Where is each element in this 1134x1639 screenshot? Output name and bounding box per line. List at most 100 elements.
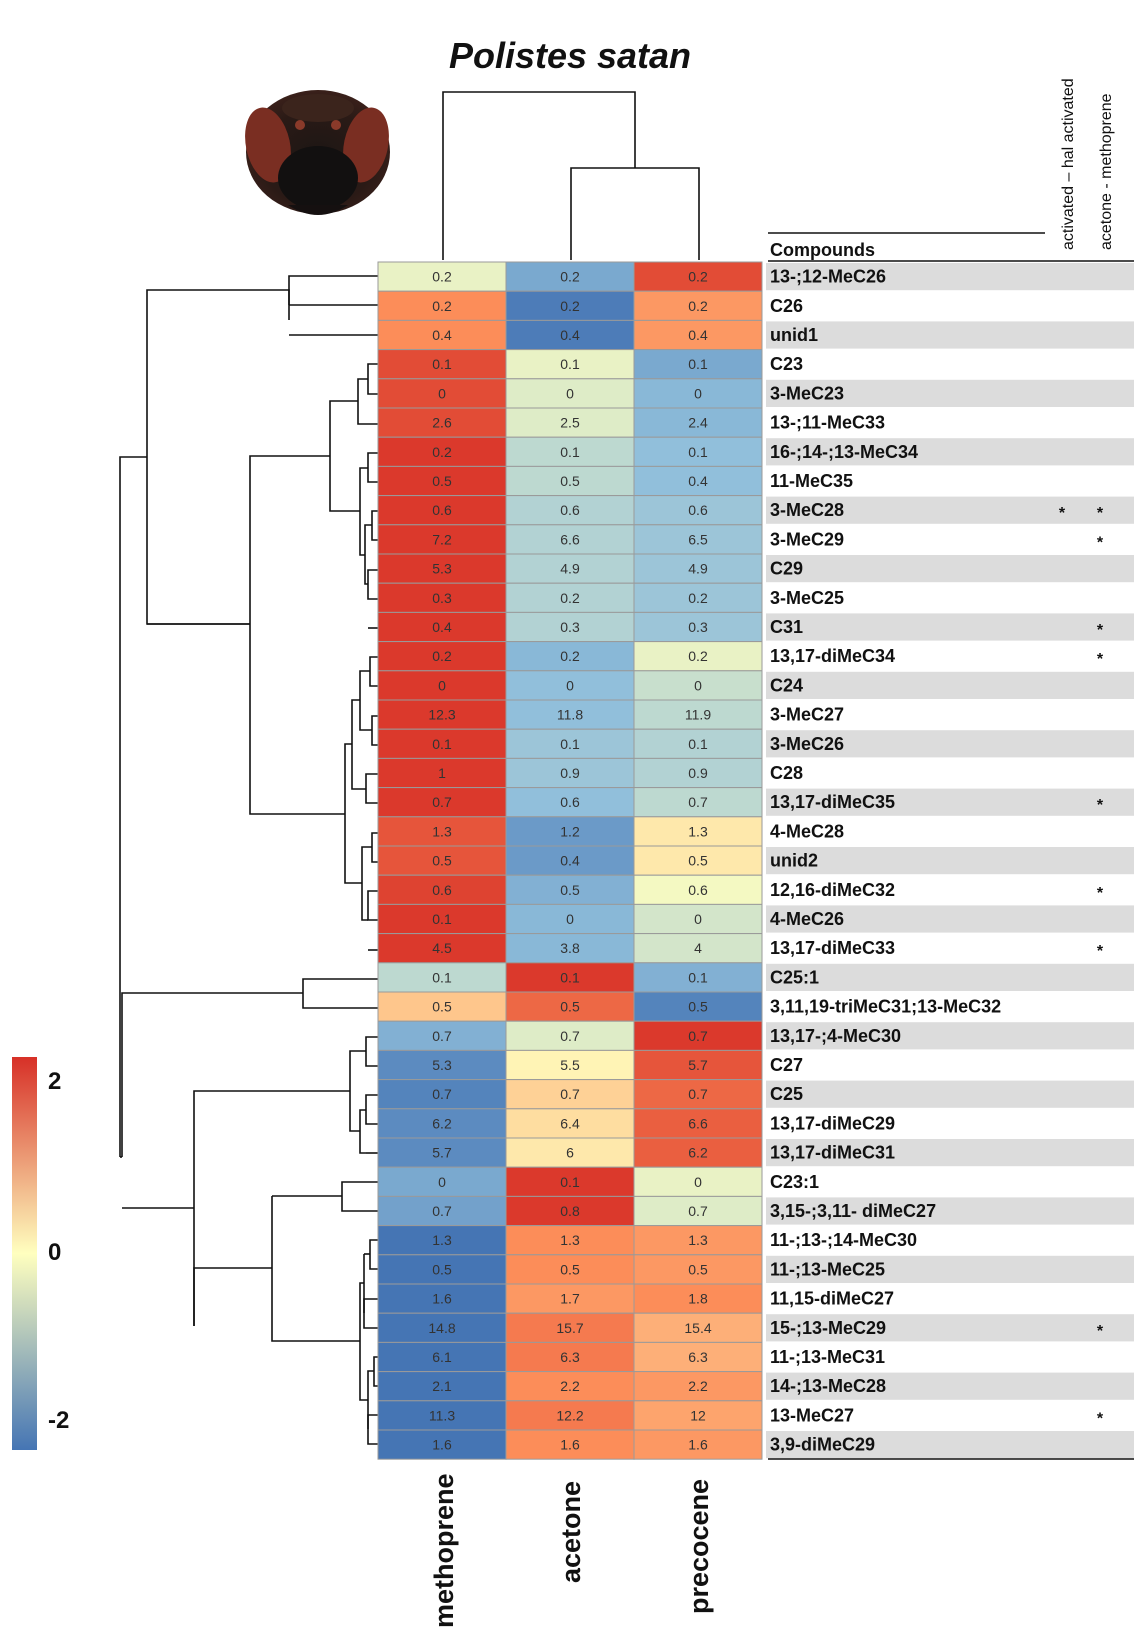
cell-value-label: 0.5	[432, 473, 452, 489]
cell-value-label: 14.8	[428, 1320, 455, 1336]
row-band	[766, 1372, 1134, 1400]
cell-value-label: 0.7	[688, 1203, 708, 1219]
compound-label: C31	[770, 617, 803, 637]
cell-value-label: 0.7	[560, 1086, 580, 1102]
cell-value-label: 5.7	[688, 1057, 708, 1073]
heatmap-cell	[505, 962, 635, 993]
heatmap-cell	[505, 991, 635, 1022]
significance-star: *	[1097, 885, 1104, 902]
cell-value-label: 0.5	[432, 1261, 452, 1277]
heatmap-cell	[505, 933, 635, 964]
cell-value-label: 0.5	[432, 999, 452, 1015]
cell-value-label: 0.5	[688, 999, 708, 1015]
compound-label: 11-;13-;14-MeC30	[770, 1230, 917, 1250]
heatmap-cell	[377, 378, 507, 409]
wasp-head-icon	[245, 90, 390, 215]
heatmap-cell	[633, 290, 763, 321]
heatmap-cell	[505, 553, 635, 584]
cell-value-label: 0.1	[688, 356, 708, 372]
cell-value-label: 0.5	[688, 853, 708, 869]
cell-value-label: 0.5	[560, 473, 580, 489]
heatmap-cell	[377, 407, 507, 438]
compound-label: 3,9-diMeC29	[770, 1435, 875, 1455]
cell-value-label: 12.2	[556, 1407, 583, 1423]
compound-label: C29	[770, 559, 803, 579]
cell-value-label: 0.2	[560, 590, 580, 606]
heatmap-cell	[633, 582, 763, 613]
cell-value-label: 0.8	[560, 1203, 580, 1219]
cell-value-label: 0.4	[432, 327, 452, 343]
compound-label: 14-;13-MeC28	[770, 1376, 886, 1396]
significance-star: *	[1097, 1410, 1104, 1427]
cell-value-label: 2.1	[432, 1378, 452, 1394]
heatmap-cell	[505, 641, 635, 672]
heatmap-cell	[377, 670, 507, 701]
cell-value-label: 0.2	[560, 648, 580, 664]
cell-value-label: 0.6	[432, 882, 452, 898]
row-band	[766, 1080, 1134, 1108]
cell-value-label: 0.1	[560, 736, 580, 752]
cell-value-label: 0.2	[688, 590, 708, 606]
heatmap-cell	[505, 874, 635, 905]
cell-value-label: 0.7	[688, 1028, 708, 1044]
cell-value-label: 6.3	[688, 1349, 708, 1365]
cell-value-label: 12	[690, 1407, 706, 1423]
cell-value-label: 11.9	[685, 707, 711, 723]
significance-star: *	[1097, 534, 1104, 551]
heatmap-cell	[377, 1195, 507, 1227]
row-band	[766, 379, 1134, 407]
cell-value-label: 0.2	[688, 648, 708, 664]
compound-label: C28	[770, 763, 803, 783]
heatmap-cell	[633, 1049, 763, 1081]
heatmap-cell	[505, 787, 635, 818]
compound-label: 13,17-diMeC34	[770, 646, 895, 666]
cell-value-label: 1.2	[560, 823, 580, 839]
row-band	[766, 438, 1134, 466]
cell-value-label: 0	[438, 677, 446, 693]
row-band	[766, 613, 1134, 641]
heatmap-cell	[505, 1225, 635, 1256]
cell-value-label: 6.3	[560, 1349, 580, 1365]
cell-value-label: 0.7	[432, 1028, 452, 1044]
cell-value-label: 6.6	[560, 531, 580, 547]
cell-value-label: 0.1	[688, 969, 708, 985]
cell-value-label: 0.6	[560, 502, 580, 518]
heatmap-cell	[377, 1225, 507, 1256]
heatmap-cell	[633, 670, 763, 701]
color-legend: 2 0 -2	[12, 1057, 69, 1450]
legend-min-label: -2	[48, 1407, 69, 1434]
row-band	[766, 555, 1134, 583]
cell-value-label: 2.4	[688, 415, 708, 431]
heatmap-cell	[505, 378, 635, 409]
column-label-methoprene: methoprene	[429, 1473, 459, 1628]
cell-value-label: 1.6	[432, 1291, 452, 1307]
cell-value-label: 0.9	[560, 765, 580, 781]
heatmap-cell	[633, 1137, 763, 1168]
heatmap-cell	[377, 1371, 507, 1402]
row-band	[766, 1022, 1134, 1050]
heatmap-cell	[377, 1108, 507, 1139]
heatmap-cell	[633, 1020, 763, 1051]
compound-labels: 13-;12-MeC26 C26 unid1 C23 3-MeC23 13-;11-MeC…	[766, 263, 1134, 1459]
heatmap-cell	[633, 728, 763, 759]
row-band	[766, 263, 1134, 291]
compound-label: 11-;13-MeC31	[770, 1347, 885, 1367]
cell-value-label: 4	[694, 940, 702, 956]
cell-value-label: 1.7	[560, 1291, 580, 1307]
heatmap-cell	[633, 1341, 763, 1373]
compound-label: 13,17-diMeC31	[770, 1143, 895, 1163]
heatmap-cell	[377, 1341, 507, 1373]
cell-value-label: 0.7	[432, 1203, 452, 1219]
cell-value-label: 0.9	[688, 765, 708, 781]
compound-label: 12,16-diMeC32	[770, 880, 895, 900]
row-band	[766, 1255, 1134, 1283]
heatmap-cell	[377, 582, 507, 613]
cell-value-label: 0.5	[688, 1261, 708, 1277]
column-dendrogram	[442, 91, 700, 260]
compound-label: 16-;14-;13-MeC34	[770, 442, 918, 462]
heatmap-cell	[633, 495, 763, 526]
heatmap-cell	[633, 1225, 763, 1256]
heatmap-cell	[633, 349, 763, 380]
cell-value-label: 5.3	[432, 561, 452, 577]
significance-marks: * * * * * * * * * *	[1059, 505, 1104, 1427]
